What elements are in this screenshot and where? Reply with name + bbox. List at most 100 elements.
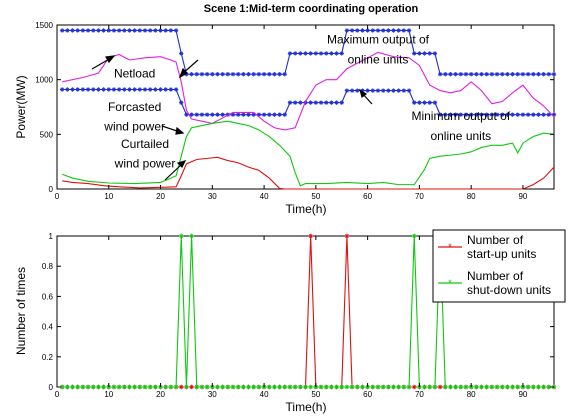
top-series-0-point — [448, 72, 453, 77]
top-series-0-point — [546, 72, 552, 77]
arrow-curtailed-wind-head — [176, 160, 187, 169]
top-series-0-point — [261, 72, 267, 77]
top-series-0-point — [505, 72, 510, 77]
top-series-1-point — [292, 100, 298, 105]
top-series-0-point — [500, 72, 505, 77]
top-series-0-point — [210, 72, 215, 77]
top-series-0-point — [313, 51, 319, 56]
top-series-0-point — [349, 28, 355, 33]
top-series-0-point — [324, 51, 329, 56]
bot-series-1-point — [220, 384, 225, 390]
top-series-1-point — [391, 88, 396, 93]
bot-series-1-point — [344, 384, 350, 390]
legend-shutdown-label-line1: Number of — [467, 269, 524, 283]
top-series-1-point — [220, 112, 225, 117]
top-series-1-point — [199, 112, 205, 117]
top-series-0-point — [298, 51, 303, 56]
top-series-0-point — [536, 72, 541, 77]
top-series-0-point — [525, 72, 531, 77]
top-series-0-point — [303, 51, 308, 56]
top-series-1-point — [101, 87, 106, 92]
bot-series-1-point — [484, 384, 489, 390]
top-series-1-point — [251, 112, 256, 117]
top-series-0-point — [101, 28, 106, 33]
top-series-0-point — [443, 72, 448, 77]
bot-series-0-point — [437, 384, 443, 390]
bottom-chart: 0 10 20 30 40 50 60 70 80 90 0 0.2 0.4 0.6 0.8 1 Time(… — [14, 229, 566, 414]
top-series-0-point — [329, 51, 334, 56]
legend-startup-marker: * — [448, 242, 452, 252]
top-series-1-point — [142, 87, 148, 92]
top-series-1-point — [132, 87, 137, 92]
top-series-0-point — [194, 72, 199, 77]
bot-series-0-point — [344, 233, 350, 239]
top-series-1-point — [417, 100, 422, 105]
top-series-0-point — [251, 72, 256, 77]
top-x-axis-ticks: 0 10 20 30 40 50 60 70 80 90 — [55, 25, 528, 201]
top-series-0-point — [355, 28, 360, 33]
top-series-1-point — [515, 112, 520, 117]
bot-series-1-point — [515, 384, 520, 390]
top-series-1-point — [474, 112, 479, 117]
bot-xtick-label: 90 — [518, 390, 527, 399]
top-annotation: wind power — [114, 157, 176, 171]
top-series-1-point — [525, 112, 531, 117]
bot-series-1-point — [101, 384, 106, 390]
bot-series-1-point — [401, 384, 407, 390]
bot-series-1-point — [173, 384, 179, 390]
top-series-group — [59, 28, 557, 190]
bot-series-1-point — [463, 384, 469, 390]
top-series-0-point — [287, 51, 293, 56]
top-series-0-point — [80, 28, 86, 33]
top-series-0-point — [401, 28, 407, 33]
top-series-1-point — [510, 112, 515, 117]
top-annotation: Minimum output of — [411, 109, 510, 123]
top-series-1-point — [308, 100, 313, 105]
bot-series-1-point — [303, 384, 308, 390]
top-series-0-point — [494, 72, 500, 77]
top-series-1-point — [70, 87, 75, 92]
top-series-0-point — [515, 72, 520, 77]
top-series-1-point — [551, 112, 557, 117]
bot-series-1-point — [230, 384, 236, 390]
top-series-1-point — [334, 100, 339, 105]
arrow-curtailed-wind — [164, 163, 183, 181]
top-series-0-point — [463, 72, 469, 77]
top-series-1-point — [396, 88, 401, 93]
top-series-0-point — [137, 28, 143, 33]
top-series-0-point — [184, 72, 189, 77]
arrow-forecast-wind-head — [175, 126, 185, 135]
top-series-1-point — [168, 87, 174, 92]
top-annotation: Curtailed — [121, 137, 169, 151]
bot-series-1-point — [246, 384, 251, 390]
bot-ytick-label: 0.8 — [42, 262, 54, 271]
top-series-0-point — [199, 72, 205, 77]
bot-ytick-label: 0.4 — [42, 323, 54, 332]
top-series-0-point — [396, 28, 401, 33]
top-xtick-label: 10 — [104, 192, 113, 201]
top-series-0-point — [520, 72, 526, 77]
bot-xtick-label: 70 — [415, 390, 424, 399]
top-series-1-point — [127, 87, 132, 92]
top-series-1-point — [277, 112, 282, 117]
top-xtick-label: 90 — [518, 192, 527, 201]
bot-series-1-point — [479, 384, 484, 390]
top-series-0-point — [225, 72, 231, 77]
top-series-0-point — [282, 72, 287, 77]
bot-xtick-label: 60 — [363, 390, 372, 399]
top-series-0-point — [474, 72, 479, 77]
top-annotation: wind power — [103, 120, 165, 134]
top-series-1-point — [365, 88, 370, 93]
top-series-1-point — [267, 112, 272, 117]
bot-series-1-point — [375, 384, 381, 390]
top-series-0-point — [510, 72, 515, 77]
top-series-0-point — [96, 28, 101, 33]
top-series-0-point — [334, 51, 339, 56]
bot-series-1-point — [168, 384, 174, 390]
top-series-1-point — [324, 100, 329, 105]
bot-series-1-point — [256, 384, 262, 390]
top-annotation: Maximum output of — [327, 33, 430, 47]
bot-series-1-point — [251, 384, 256, 390]
top-series-0-point — [153, 28, 158, 33]
bot-series-1-point — [91, 384, 96, 390]
